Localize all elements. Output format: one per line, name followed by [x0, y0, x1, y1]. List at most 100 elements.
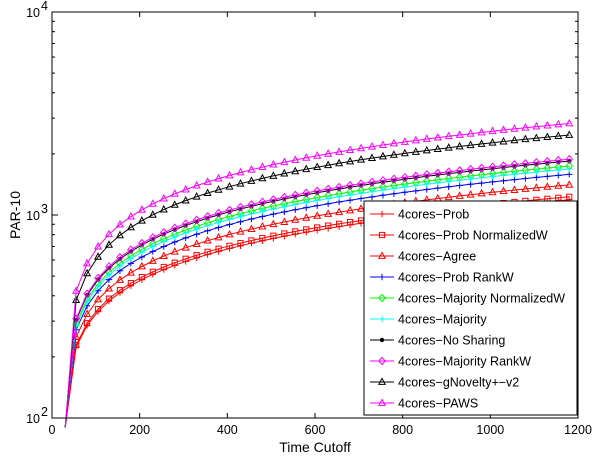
data-point	[466, 190, 475, 198]
data-point	[137, 261, 146, 270]
data-point	[533, 168, 540, 176]
data-point	[477, 139, 486, 147]
data-point	[521, 123, 530, 131]
data-point	[543, 120, 552, 129]
data-point	[554, 155, 563, 165]
data-point	[226, 242, 233, 249]
data-point	[137, 205, 146, 213]
legend-entry: 4cores−Agree	[370, 250, 476, 264]
data-point	[357, 190, 365, 197]
data-point	[499, 186, 508, 195]
legend-marker	[377, 377, 387, 385]
data-point	[302, 164, 311, 173]
data-point	[247, 165, 256, 173]
data-point	[215, 219, 222, 226]
data-point	[236, 179, 245, 187]
data-point	[225, 182, 234, 190]
data-point	[160, 263, 167, 271]
data-point	[433, 168, 442, 178]
data-point	[182, 229, 189, 237]
data-point	[389, 138, 398, 147]
data-point	[83, 268, 92, 277]
x-tick-label: 200	[129, 423, 150, 437]
data-point	[116, 262, 124, 270]
data-point	[94, 273, 102, 283]
data-point	[367, 153, 377, 161]
data-point	[214, 173, 223, 182]
data-point	[478, 174, 485, 181]
data-point	[159, 193, 168, 202]
data-point	[148, 256, 157, 264]
data-point	[445, 178, 452, 185]
data-point	[336, 220, 343, 227]
data-point	[346, 205, 355, 214]
legend-entry: 4cores−Prob RankW	[370, 271, 514, 285]
data-point	[104, 283, 114, 292]
data-point	[291, 155, 300, 163]
series-10	[64, 118, 574, 428]
data-point	[411, 135, 420, 144]
data-point	[159, 228, 168, 237]
data-point	[160, 238, 167, 245]
data-point	[400, 172, 409, 182]
data-point	[489, 173, 496, 180]
data-point	[248, 210, 255, 218]
x-axis-title: Time Cutoff	[279, 439, 351, 455]
data-point	[258, 173, 267, 182]
data-point	[400, 137, 409, 145]
data-point	[532, 157, 541, 167]
data-point	[203, 235, 212, 244]
data-point	[411, 171, 420, 181]
data-point	[83, 289, 91, 299]
data-point	[477, 163, 486, 173]
legend-label: 4cores−gNovelty+−v2	[398, 376, 519, 390]
data-point	[215, 245, 222, 252]
data-point	[378, 151, 387, 160]
data-point	[292, 201, 299, 208]
legend-label: 4cores−Prob	[398, 208, 469, 222]
data-point	[225, 205, 234, 215]
data-point	[313, 151, 322, 159]
data-point	[214, 208, 223, 218]
data-point	[324, 184, 333, 194]
legend-marker	[378, 210, 386, 218]
legend-marker	[378, 273, 386, 281]
data-point	[500, 172, 507, 179]
data-point	[554, 119, 563, 128]
data-point	[510, 124, 519, 132]
data-point	[94, 283, 102, 290]
legend-marker	[377, 251, 387, 259]
data-point	[390, 174, 398, 184]
data-point	[379, 176, 387, 185]
data-point	[258, 221, 267, 230]
data-point	[554, 131, 563, 139]
data-point	[280, 168, 289, 177]
data-point	[116, 287, 124, 294]
data-point	[115, 275, 124, 283]
data-point	[171, 233, 178, 241]
data-point	[554, 181, 563, 189]
data-point	[357, 179, 365, 188]
data-point	[170, 189, 179, 197]
data-point	[83, 309, 92, 318]
x-tick-label: 1000	[476, 423, 504, 437]
data-point	[521, 159, 530, 168]
data-point	[225, 229, 234, 238]
series-4	[64, 171, 573, 428]
data-point	[236, 227, 245, 235]
data-point	[346, 180, 354, 190]
data-point	[236, 167, 245, 176]
data-point	[104, 240, 114, 248]
data-point	[543, 132, 552, 140]
data-point	[433, 132, 442, 141]
data-point	[543, 156, 552, 166]
data-point	[192, 215, 201, 225]
data-point	[105, 262, 113, 271]
data-point	[225, 170, 234, 179]
data-point	[335, 182, 343, 192]
data-point	[303, 226, 310, 233]
data-point	[477, 127, 486, 136]
data-point	[193, 225, 200, 233]
data-point	[532, 133, 541, 142]
